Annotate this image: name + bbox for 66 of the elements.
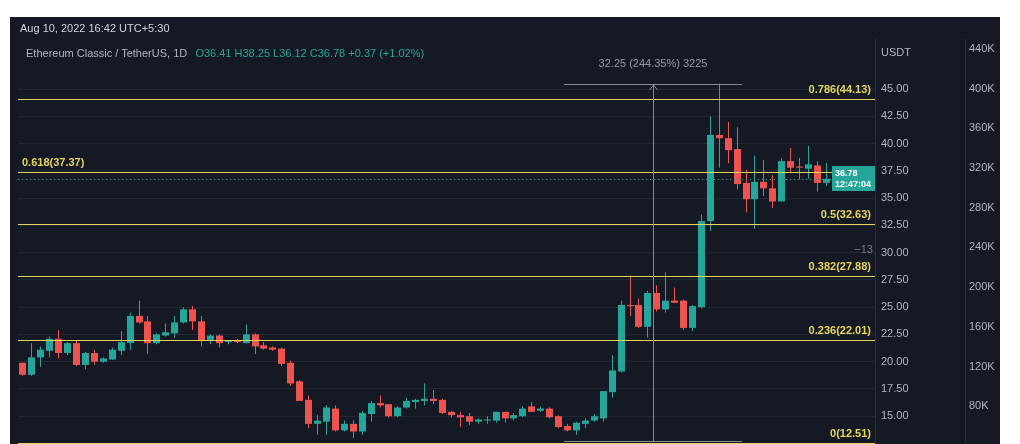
y2-tick-label: 160K <box>969 319 996 332</box>
text: Ethereum Classic / TetherUS, 1D <box>26 47 188 60</box>
candlestick <box>716 83 723 169</box>
y2-tick-label: 240K <box>969 240 996 253</box>
candlestick <box>28 342 35 377</box>
candlestick <box>73 340 80 367</box>
y-tick-label: 40.00 <box>881 136 909 149</box>
y-tick-label: 37.50 <box>881 163 909 176</box>
y-tick-label: 32.50 <box>881 218 909 231</box>
y-tick-label: 25.00 <box>881 300 909 313</box>
y-tick-label: 17.50 <box>881 381 909 394</box>
candlestick <box>805 145 812 180</box>
ref-line-label: 0.5(32.63) <box>820 208 872 221</box>
candlestick <box>118 330 125 356</box>
y2-tick-label: 440K <box>969 41 996 54</box>
y2-tick-label: 400K <box>969 81 996 94</box>
chart-subtitle: Aug 10, 2022 16:42 UTC+5:30 <box>20 22 170 35</box>
candlestick <box>332 404 339 432</box>
y2-tick-label: 200K <box>969 280 996 293</box>
candlestick <box>725 121 732 164</box>
candlestick <box>368 400 375 423</box>
y-tick-label: 35.00 <box>881 191 909 204</box>
candlestick <box>760 159 767 197</box>
y-tick-label: 45.00 <box>881 82 909 95</box>
y-axis-title: USDT <box>881 46 912 59</box>
annotation: O36.41 H38.25 L36.12 C36.78 +0.37 (+1.02%) <box>195 47 425 60</box>
y-tick-label: 22.50 <box>881 327 909 340</box>
annotation: 32.25 (244.35%) 3225 <box>598 57 708 70</box>
y-tick-label: 27.50 <box>881 272 909 285</box>
candlestick <box>314 414 321 436</box>
candlestick <box>662 271 669 314</box>
candlestick <box>278 347 285 367</box>
candlestick <box>296 379 303 402</box>
candlestick <box>359 410 366 436</box>
candlestick <box>787 147 794 174</box>
y2-tick-label: 360K <box>969 121 996 134</box>
candlestick <box>769 174 776 209</box>
ref-line-label: 0.382(27.88) <box>808 259 872 272</box>
candlestick <box>198 315 205 347</box>
ref-line-label: 0(12.51) <box>830 427 872 440</box>
y-tick-label: 15.00 <box>881 409 909 422</box>
y-tick-label: 20.00 <box>881 354 909 367</box>
candlestick <box>46 336 53 358</box>
candlestick <box>323 404 330 436</box>
ref-line-label: 36.78 12:47:04 <box>835 167 872 189</box>
ref-line-label: 0.786(44.13) <box>808 82 872 95</box>
y2-tick-label: 120K <box>969 359 996 372</box>
candlestick <box>743 169 750 213</box>
y2-tick-label: 80K <box>969 399 990 412</box>
candlestick <box>814 160 821 193</box>
y2-tick-label: 320K <box>969 161 996 174</box>
y-tick-label: 30.00 <box>881 245 909 258</box>
y2-tick-label: 280K <box>969 200 996 213</box>
y-tick-label: 42.50 <box>881 109 909 122</box>
candlestick <box>55 329 62 359</box>
candlestick <box>609 354 616 399</box>
candlestick <box>305 394 312 429</box>
annotation: −13 <box>854 242 873 255</box>
candlestick <box>171 315 178 339</box>
candlestick <box>689 304 696 332</box>
ref-line-label: 0.236(22.01) <box>808 323 872 336</box>
candlestick <box>189 305 196 331</box>
ref-line-label: 0.618(37.37) <box>22 156 85 169</box>
candlestick <box>287 360 294 387</box>
candlestick <box>37 345 44 368</box>
candlestick <box>421 383 428 406</box>
